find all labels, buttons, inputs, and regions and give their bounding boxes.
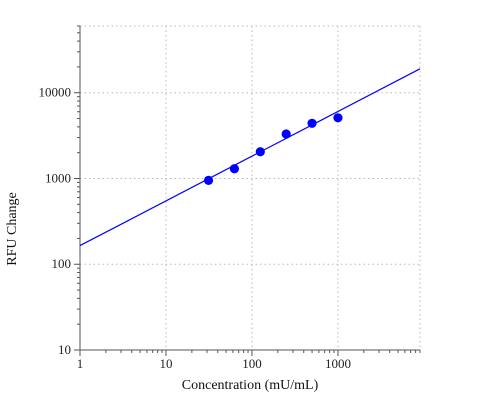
y-tick-label: 10000 <box>39 85 72 100</box>
data-point <box>203 175 214 185</box>
fit-line <box>79 68 421 247</box>
x-tick-label: 100 <box>242 356 262 371</box>
y-axis-title: RFU Change <box>5 192 20 266</box>
y-tick-label: 10 <box>58 342 71 357</box>
data-point <box>333 113 343 123</box>
x-axis-title: Concentration (mU/mL) <box>182 378 319 393</box>
x-tick-label: 10 <box>159 356 172 371</box>
x-tick-label: 1 <box>77 356 84 371</box>
y-tick-label: 100 <box>52 256 72 271</box>
x-tick-label: 1000 <box>325 356 351 371</box>
tick-labels: 1 10 100 1000 10 100 1000 10000 <box>39 85 351 371</box>
series <box>79 68 421 247</box>
data-point <box>255 147 265 157</box>
axes <box>74 25 421 356</box>
data-point <box>229 164 240 174</box>
y-tick-label: 1000 <box>45 170 71 185</box>
data-point <box>307 118 317 128</box>
data-point <box>281 129 291 139</box>
grid <box>80 25 421 350</box>
